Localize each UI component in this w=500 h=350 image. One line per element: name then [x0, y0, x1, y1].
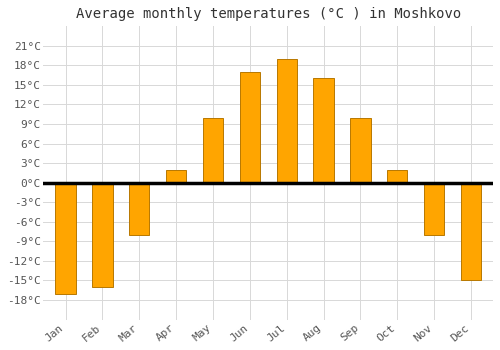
- Bar: [424, 183, 444, 235]
- Bar: [461, 183, 481, 280]
- Bar: [92, 183, 112, 287]
- Bar: [350, 118, 370, 183]
- Bar: [203, 118, 223, 183]
- Bar: [129, 183, 150, 235]
- Bar: [56, 183, 76, 294]
- Bar: [314, 78, 334, 183]
- Title: Average monthly temperatures (°C ) in Moshkovo: Average monthly temperatures (°C ) in Mo…: [76, 7, 461, 21]
- Bar: [276, 59, 297, 183]
- Bar: [240, 72, 260, 183]
- Bar: [387, 170, 407, 183]
- Bar: [166, 170, 186, 183]
